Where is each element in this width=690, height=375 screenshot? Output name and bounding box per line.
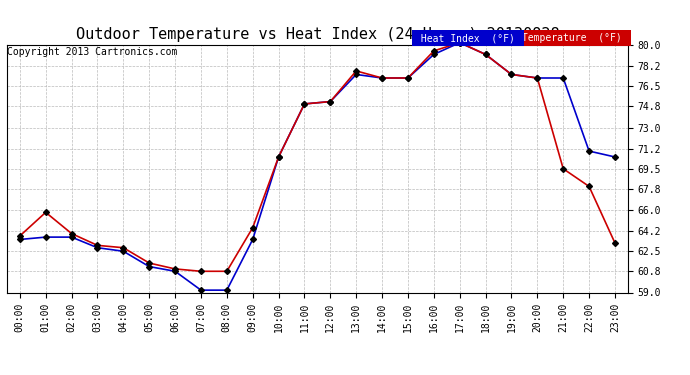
- Text: Temperature  (°F): Temperature (°F): [516, 33, 628, 43]
- Title: Outdoor Temperature vs Heat Index (24 Hours) 20130928: Outdoor Temperature vs Heat Index (24 Ho…: [76, 27, 559, 42]
- Text: Heat Index  (°F): Heat Index (°F): [415, 33, 521, 43]
- Text: Copyright 2013 Cartronics.com: Copyright 2013 Cartronics.com: [7, 47, 177, 57]
